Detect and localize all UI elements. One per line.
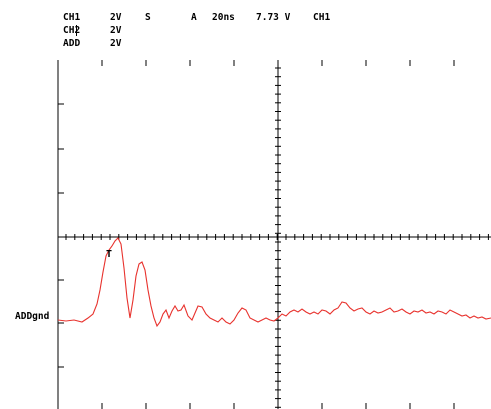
trigger-level: 7.73 V <box>256 12 291 23</box>
add-label: ADD <box>63 38 81 49</box>
text-cursor <box>76 25 77 36</box>
trigger-source: CH1 <box>313 12 331 23</box>
ground-reference-label: ADDgnd <box>15 311 50 322</box>
waveform-trace <box>57 237 491 328</box>
ch2-label: CH2 <box>63 25 81 36</box>
ch1-label: CH1 <box>63 12 81 23</box>
coupling-indicator: S <box>145 12 151 23</box>
ch2-volts-div: 2V <box>110 25 122 36</box>
trigger-marker: T <box>106 249 112 260</box>
ch1-volts-div: 2V <box>110 12 122 23</box>
trigger-mode: A <box>191 12 197 23</box>
graticule <box>57 60 491 409</box>
timebase: 20ns <box>212 12 235 23</box>
add-volts-div: 2V <box>110 38 122 49</box>
